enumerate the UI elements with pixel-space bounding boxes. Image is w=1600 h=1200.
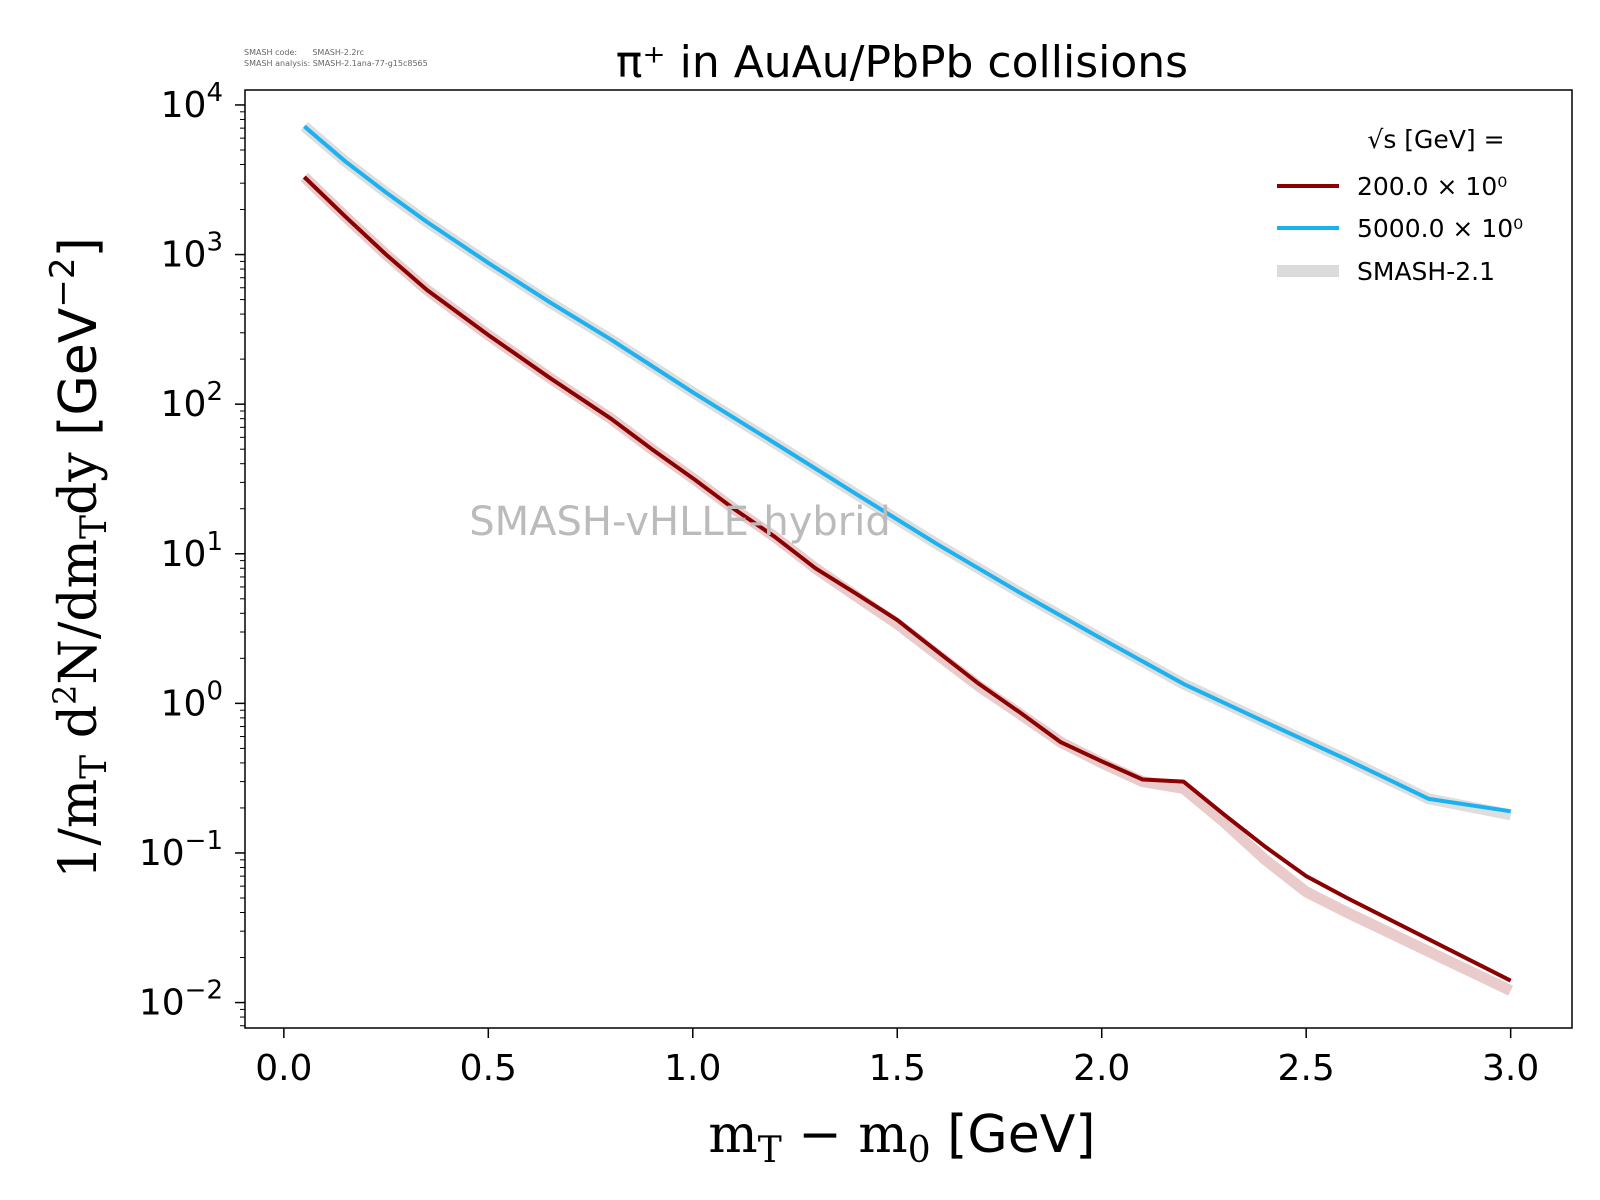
x-tick-label: 1.5 xyxy=(869,1048,926,1089)
svg-text:1/mT d2N/dmTdy [GeV−2]: 1/mT d2N/dmTdy [GeV−2] xyxy=(43,237,115,879)
y-tick-label: 103 xyxy=(161,228,223,276)
legend-label-200: 200.0 × 10⁰ xyxy=(1357,172,1507,201)
y-tick-label: 102 xyxy=(161,377,223,425)
x-tick-label: 2.0 xyxy=(1073,1048,1130,1089)
x-tick-label: 0.0 xyxy=(255,1048,312,1089)
y-tick-label: 104 xyxy=(161,78,223,126)
series-line-1 xyxy=(302,124,1511,814)
y-tick-label: 10−2 xyxy=(139,976,223,1024)
y-tick-label: 101 xyxy=(161,527,223,575)
x-tick-label: 2.5 xyxy=(1278,1048,1335,1089)
series-lines xyxy=(302,124,1512,983)
legend-title: √s [GeV] = xyxy=(1367,125,1504,154)
smash-analysis-version: SMASH analysis: SMASH-2.1ana-77-g15c8565 xyxy=(244,59,428,68)
plot-frame xyxy=(244,89,1573,1029)
y-axis-ticks: 10−2 10−1 100 101 102 103 104 xyxy=(139,78,245,1027)
watermark: SMASH-vHLLE-hybrid xyxy=(469,499,890,545)
x-axis-ticks: 0.0 0.5 1.0 1.5 2.0 2.5 3.0 xyxy=(255,1028,1539,1089)
legend-label-5000: 5000.0 × 10⁰ xyxy=(1357,214,1523,243)
smash-code-version: SMASH code: SMASH-2.2rc xyxy=(244,48,365,57)
x-tick-label: 1.0 xyxy=(664,1048,721,1089)
y-tick-label: 100 xyxy=(161,676,223,724)
x-axis-label: mT − m0 [GeV] xyxy=(708,1105,1095,1171)
y-axis-label: 1/mT d2N/dmTdy [GeV−2] xyxy=(43,237,115,879)
x-tick-label: 3.0 xyxy=(1482,1048,1539,1089)
chart-title: π⁺ in AuAu/PbPb collisions xyxy=(616,37,1188,88)
series-line-0 xyxy=(302,175,1512,983)
smash-band-3 xyxy=(300,173,1514,996)
legend-label-smash: SMASH-2.1 xyxy=(1357,257,1495,286)
x-tick-label: 0.5 xyxy=(460,1048,517,1089)
legend: √s [GeV] = 200.0 × 10⁰ 5000.0 × 10⁰ SMAS… xyxy=(1277,125,1523,286)
y-tick-label: 10−1 xyxy=(139,826,223,874)
smash-2.1-bands xyxy=(300,122,1514,996)
